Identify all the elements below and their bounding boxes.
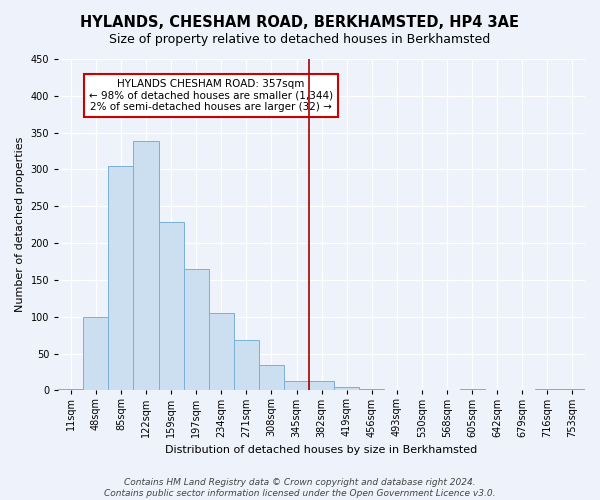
Text: HYLANDS, CHESHAM ROAD, BERKHAMSTED, HP4 3AE: HYLANDS, CHESHAM ROAD, BERKHAMSTED, HP4 … [80,15,520,30]
Bar [234,340,259,390]
Bar [460,389,485,390]
Bar [83,318,109,390]
Bar [535,389,560,390]
Bar [158,222,184,390]
Bar [209,313,234,390]
Bar [184,269,209,390]
Text: Contains HM Land Registry data © Crown copyright and database right 2024.
Contai: Contains HM Land Registry data © Crown c… [104,478,496,498]
Bar [58,389,83,390]
Text: Size of property relative to detached houses in Berkhamsted: Size of property relative to detached ho… [109,32,491,46]
Bar [359,389,385,390]
Bar [560,389,585,390]
Bar [284,381,309,390]
Bar [109,166,133,390]
Bar [334,386,359,390]
Bar [133,142,158,390]
X-axis label: Distribution of detached houses by size in Berkhamsted: Distribution of detached houses by size … [166,445,478,455]
Text: HYLANDS CHESHAM ROAD: 357sqm
← 98% of detached houses are smaller (1,344)
2% of : HYLANDS CHESHAM ROAD: 357sqm ← 98% of de… [89,79,333,112]
Y-axis label: Number of detached properties: Number of detached properties [15,137,25,312]
Bar [259,366,284,390]
Bar [309,381,334,390]
